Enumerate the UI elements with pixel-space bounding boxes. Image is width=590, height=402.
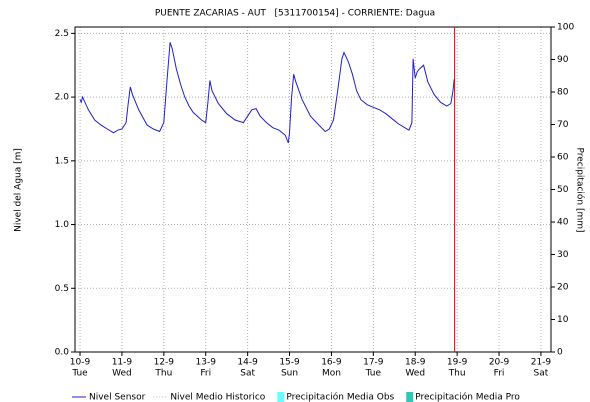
- legend-swatch: [277, 392, 285, 402]
- y2-tick-label: 50: [557, 185, 569, 195]
- x-tick-label: 20-9: [489, 358, 510, 368]
- y-axis-label: Nivel del Agua [m]: [14, 148, 24, 232]
- y2-tick-label: 40: [557, 218, 569, 228]
- x-tick-day: Wed: [112, 369, 132, 379]
- y2-tick-label: 30: [557, 250, 569, 260]
- legend-label: Nivel Medio Historico: [170, 393, 265, 402]
- y2-tick-label: 70: [557, 120, 569, 130]
- y-tick-label: 2.0: [55, 93, 70, 103]
- plot-frame: [74, 26, 552, 353]
- x-tick-day: Mon: [322, 369, 341, 379]
- legend-label: Nivel Sensor: [89, 393, 146, 402]
- x-tick-label: 11-9: [112, 358, 133, 368]
- x-tick-day: Sun: [281, 369, 298, 379]
- y-tick-label: 1.5: [55, 156, 69, 166]
- x-tick-label: 14-9: [237, 358, 258, 368]
- y2-tick-label: 90: [557, 55, 569, 65]
- y-tick-label: 1.0: [55, 220, 70, 230]
- y-tick-label: 2.5: [55, 29, 69, 39]
- legend-label: Precipitación Media Obs: [286, 392, 394, 402]
- x-tick-day: Fri: [494, 369, 505, 379]
- y-tick-label: 0.5: [55, 284, 69, 294]
- x-tick-label: 17-9: [363, 358, 384, 368]
- x-tick-label: 15-9: [279, 358, 300, 368]
- y-tick-label: 0.0: [55, 348, 70, 358]
- x-tick-day: Tue: [365, 369, 382, 379]
- x-tick-day: Fri: [200, 369, 211, 379]
- x-tick-label: 18-9: [405, 358, 426, 368]
- legend-label: Precipitación Media Pro: [415, 392, 520, 402]
- y2-tick-label: 10: [557, 315, 569, 325]
- x-tick-day: Sat: [240, 369, 255, 379]
- y2-tick-label: 60: [557, 153, 569, 163]
- x-tick-label: 13-9: [196, 358, 217, 368]
- x-tick-label: 10-9: [70, 358, 91, 368]
- x-tick-day: Tue: [71, 369, 88, 379]
- y2-axis-label: Precipitación [mm]: [575, 147, 586, 232]
- chart-title: PUENTE ZACARIAS - AUT [5311700154] - COR…: [155, 9, 435, 19]
- series-line: [79, 42, 455, 144]
- y2-tick-label: 80: [557, 88, 569, 98]
- x-tick-label: 16-9: [321, 358, 342, 368]
- x-tick-day: Thu: [448, 369, 466, 379]
- y2-tick-label: 20: [557, 283, 569, 293]
- x-tick-day: Thu: [154, 369, 172, 379]
- x-tick-label: 21-9: [531, 358, 552, 368]
- x-tick-day: Wed: [405, 369, 425, 379]
- x-tick-label: 12-9: [154, 358, 175, 368]
- legend-swatch: [406, 392, 414, 402]
- x-tick-day: Sat: [534, 369, 549, 379]
- y2-tick-label: 0: [557, 348, 563, 358]
- x-tick-label: 19-9: [447, 358, 468, 368]
- y2-tick-label: 100: [557, 23, 574, 33]
